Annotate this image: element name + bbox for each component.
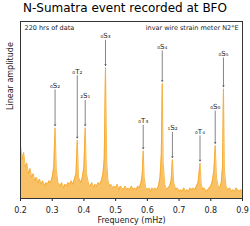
svg-text:0.7: 0.7 <box>173 206 186 215</box>
svg-text:₀S₂: ₀S₂ <box>50 82 60 90</box>
svg-text:₀S₄: ₀S₄ <box>157 43 167 51</box>
svg-text:₀T₃: ₀T₃ <box>138 117 148 125</box>
svg-text:0.3: 0.3 <box>46 206 59 215</box>
svg-text:0.4: 0.4 <box>78 206 91 215</box>
svg-text:Frequency (mHz): Frequency (mHz) <box>97 216 165 225</box>
svg-text:0.9: 0.9 <box>236 206 249 215</box>
html-text:N-Sumatra event recorded at BF: N-Sumatra event recorded at BFO <box>23 1 227 15</box>
svg-text:invar wire strain meter N2°E: invar wire strain meter N2°E <box>146 24 239 32</box>
svg-text:₀S₀: ₀S₀ <box>210 103 220 111</box>
svg-text:0.5: 0.5 <box>109 206 122 215</box>
svg-text:Linear amplitude: Linear amplitude <box>6 42 15 110</box>
svg-text:0.2: 0.2 <box>14 206 27 215</box>
svg-text:220 hrs of data: 220 hrs of data <box>25 24 75 32</box>
svg-text:0.8: 0.8 <box>204 206 217 215</box>
svg-text:0.6: 0.6 <box>141 206 154 215</box>
svg-text:₁S₂: ₁S₂ <box>167 124 177 132</box>
svg-text:₀T₂: ₀T₂ <box>72 68 82 76</box>
svg-text:₀T₄: ₀T₄ <box>195 128 205 136</box>
svg-text:₀S₃: ₀S₃ <box>100 32 110 40</box>
svg-text:₀S₅: ₀S₅ <box>218 50 228 58</box>
svg-text:₂S₁: ₂S₁ <box>80 92 90 100</box>
